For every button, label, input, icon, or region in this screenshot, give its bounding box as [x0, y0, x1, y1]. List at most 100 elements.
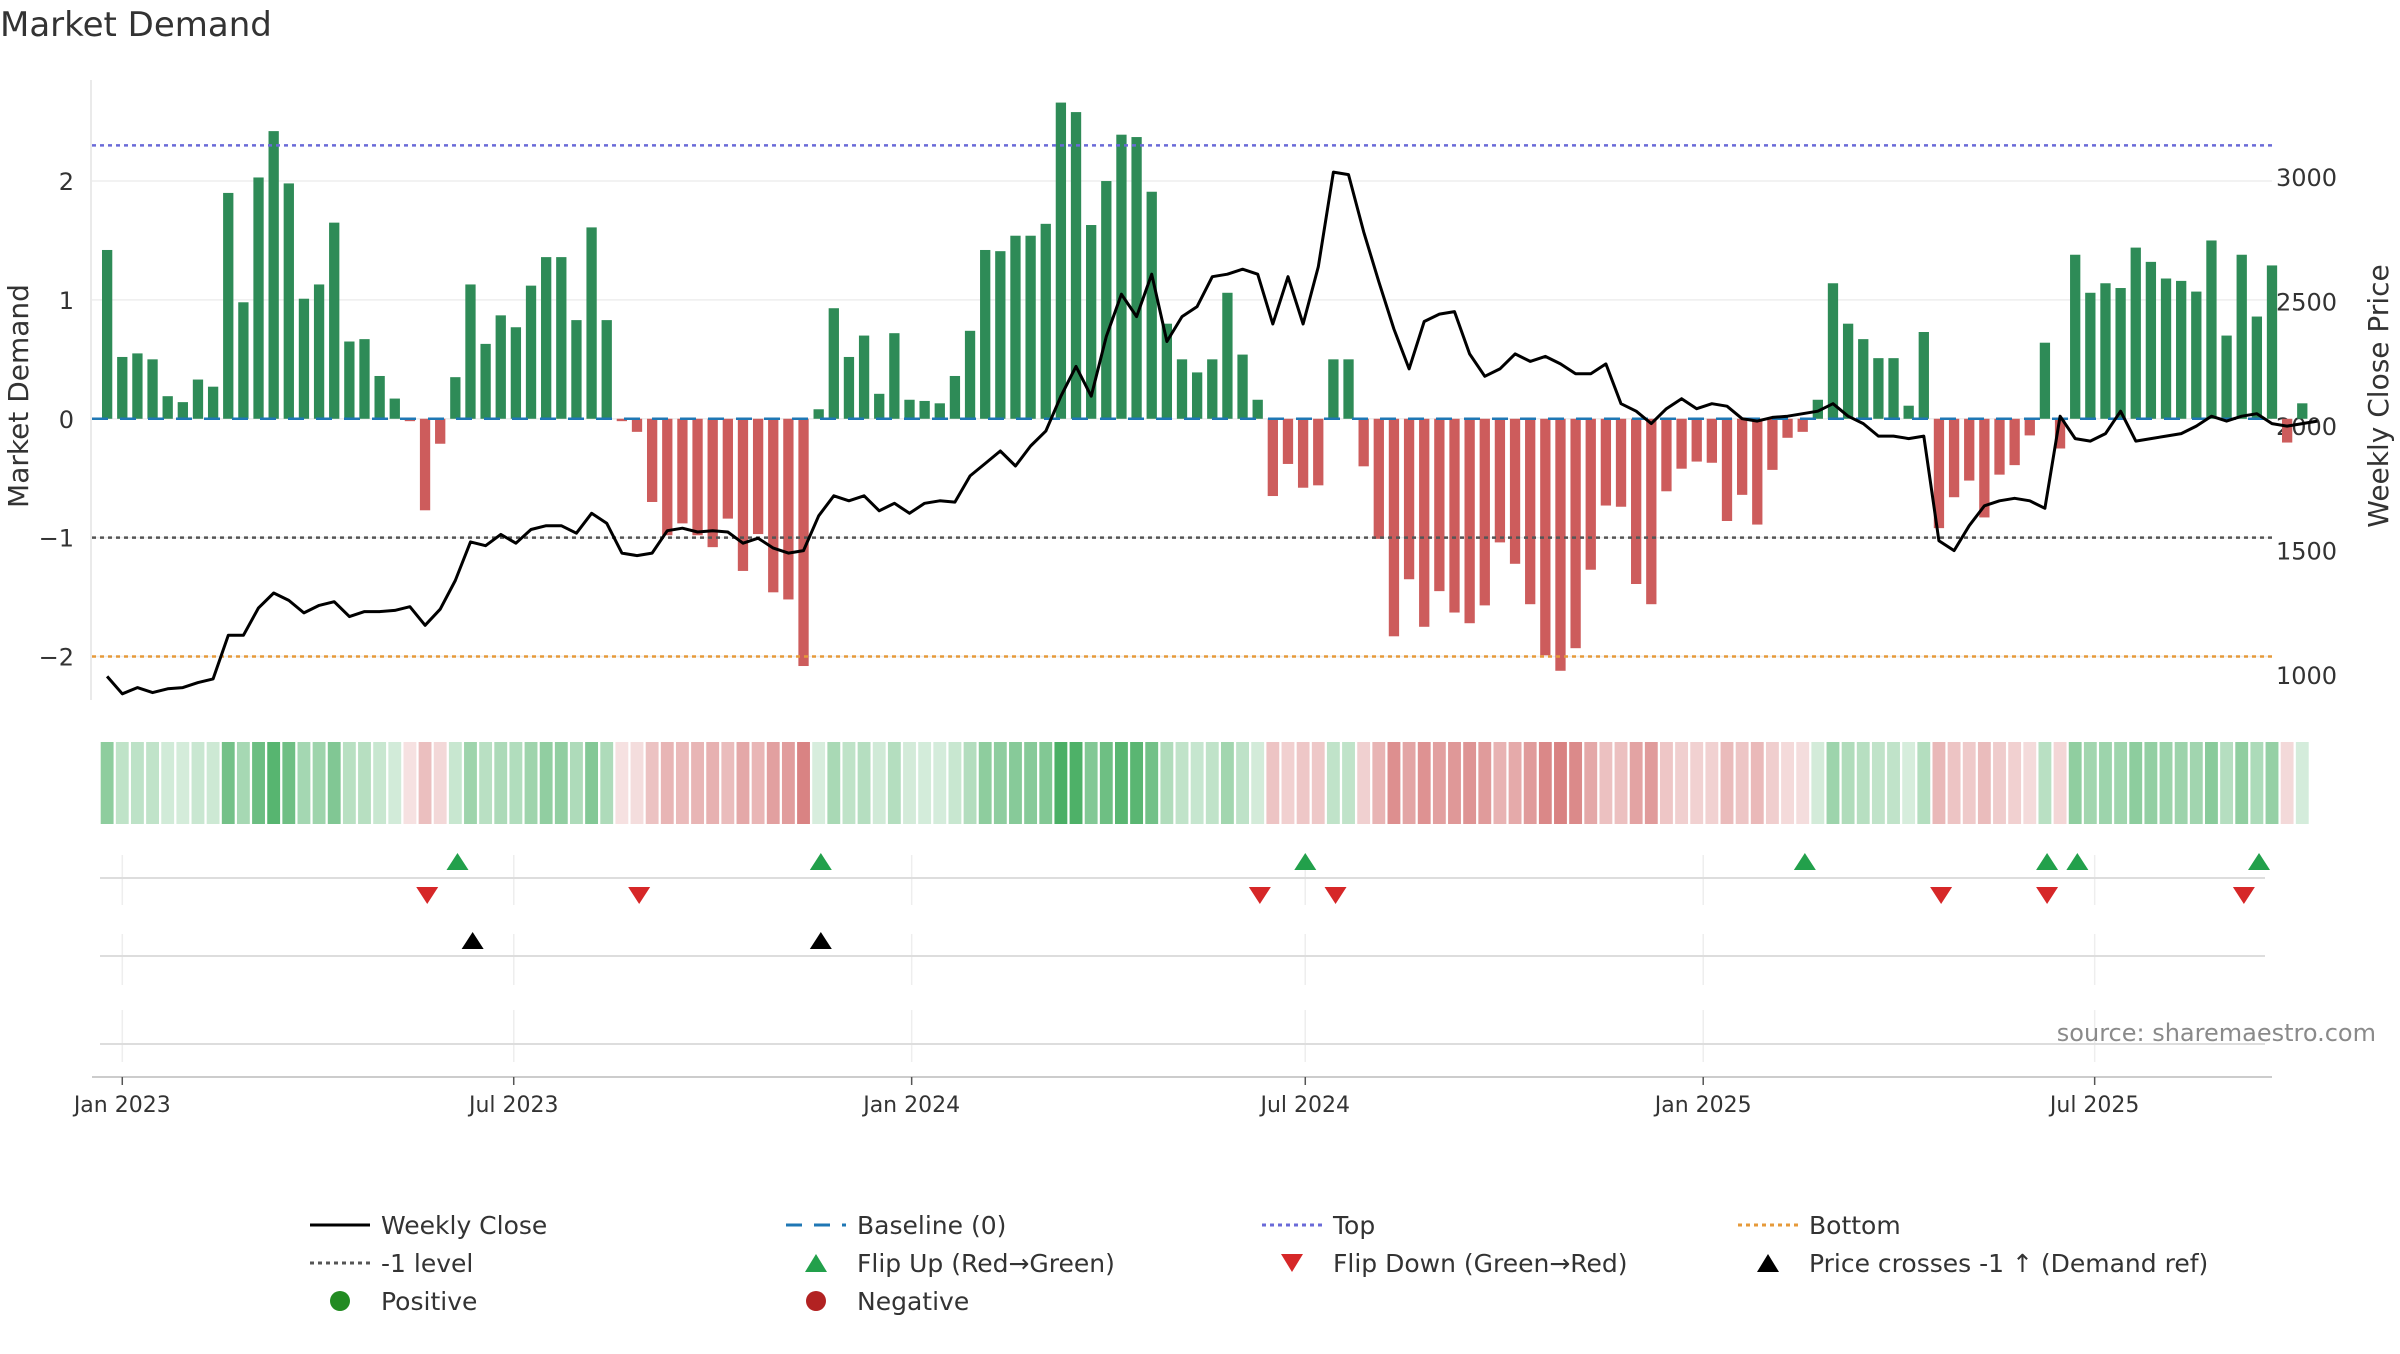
demand-bar [2130, 247, 2141, 419]
heat-cell [236, 742, 250, 824]
heat-cell [948, 742, 962, 824]
demand-bar [480, 343, 491, 419]
legend-swatch [1281, 1254, 1303, 1272]
demand-bar [2221, 335, 2232, 419]
heat-cell [1765, 742, 1779, 824]
heat-cell [373, 742, 387, 824]
demand-bar [949, 375, 961, 419]
heat-cell [1448, 742, 1461, 824]
y-tick-right: 1000 [2276, 662, 2337, 690]
x-axis: Jan 2023 Jul 2023 Jan 2024 Jul 2024 Jan 2025… [72, 1076, 2272, 1118]
heat-cell [312, 742, 326, 824]
demand-bar [1706, 418, 1718, 463]
legend-item: Top [1332, 1211, 1375, 1240]
demand-bar [192, 379, 204, 419]
heat-cell [1402, 742, 1416, 824]
heat-cell [903, 742, 916, 824]
demand-bar [1161, 323, 1173, 419]
demand-bar [1313, 418, 1324, 486]
demand-bar [132, 353, 143, 419]
demand-bar [843, 356, 855, 419]
demand-bar [1055, 102, 1067, 419]
heat-cell [1660, 742, 1673, 824]
heat-cell [403, 742, 417, 824]
demand-bar [283, 183, 294, 419]
demand-bar [1858, 339, 1869, 419]
price-line [105, 170, 2318, 696]
demand-bar [616, 418, 628, 422]
demand-bar [707, 418, 718, 548]
heat-cell [963, 742, 977, 824]
heat-cell [161, 742, 175, 824]
demand-bar [1464, 418, 1475, 624]
heat-cell [1947, 742, 1961, 824]
heat-cell [1251, 742, 1265, 824]
heat-cell [1281, 742, 1295, 824]
heat-cell [2250, 742, 2264, 824]
heat-cell [252, 742, 265, 824]
legend-item: Bottom [1809, 1211, 1901, 1240]
heat-cell [1342, 742, 1355, 824]
demand-bar [1979, 418, 1990, 518]
demand-bar [722, 418, 733, 519]
demand-bar [1631, 418, 1642, 584]
heat-cell [1130, 742, 1144, 824]
heat-cell [1993, 742, 2006, 824]
legend-item: Flip Down (Green→Red) [1333, 1249, 1628, 1278]
flip-down-marker [628, 887, 651, 904]
demand-bar [495, 315, 506, 419]
heat-cell [2129, 742, 2143, 824]
heat-cell [2265, 742, 2279, 824]
demand-bar [2054, 418, 2066, 449]
demand-bar [2085, 292, 2096, 419]
demand-bar [677, 418, 688, 524]
x-tick-label: Jul 2024 [1259, 1093, 1351, 1118]
heat-cell [978, 742, 992, 824]
demand-bar [101, 249, 113, 419]
demand-bar [2009, 418, 2020, 466]
legend-item: Baseline (0) [857, 1211, 1006, 1240]
demand-bar [1933, 418, 1945, 529]
heat-cell [146, 742, 159, 824]
heat-cell [1372, 742, 1386, 824]
demand-bar [1494, 418, 1506, 543]
y-axis-label-left: Market Demand [2, 284, 35, 508]
heat-cell [448, 742, 462, 824]
demand-bar [2160, 278, 2172, 419]
demand-bar [2206, 240, 2217, 419]
flip-up-marker [2248, 853, 2271, 870]
heat-cell [660, 742, 674, 824]
demand-bar [2266, 265, 2278, 419]
heat-cell [1009, 742, 1022, 824]
demand-bar [2100, 283, 2111, 419]
demand-bar [298, 298, 310, 419]
heat-cell [857, 742, 871, 824]
heat-cell [297, 742, 311, 824]
demand-bar [1767, 418, 1778, 470]
flip-up-marker [809, 853, 832, 870]
heat-cell [509, 742, 523, 824]
heat-cell [418, 742, 432, 824]
demand-bar [1343, 359, 1354, 419]
heat-cell [1357, 742, 1371, 824]
demand-bar [1358, 418, 1369, 467]
legend-item: Flip Up (Red→Green) [857, 1249, 1115, 1278]
legend-item: Price crosses -1 ↑ (Demand ref) [1809, 1249, 2208, 1278]
heat-cell [2235, 742, 2249, 824]
demand-bar [601, 320, 612, 419]
demand-bar [934, 403, 945, 419]
demand-bar [1736, 418, 1748, 495]
demand-bar [1131, 137, 1142, 419]
demand-bar [571, 320, 582, 419]
heat-cell [479, 742, 493, 824]
demand-bar [1252, 399, 1263, 419]
demand-bar [268, 131, 279, 419]
chart-title: Market Demand [0, 5, 272, 45]
demand-bar [768, 418, 779, 593]
heat-cell [1205, 742, 1219, 824]
heat-cell [1826, 742, 1840, 824]
heat-cell [2023, 742, 2037, 824]
demand-bar [525, 285, 537, 419]
heat-cell [918, 742, 932, 824]
demand-bar [1827, 283, 1839, 419]
